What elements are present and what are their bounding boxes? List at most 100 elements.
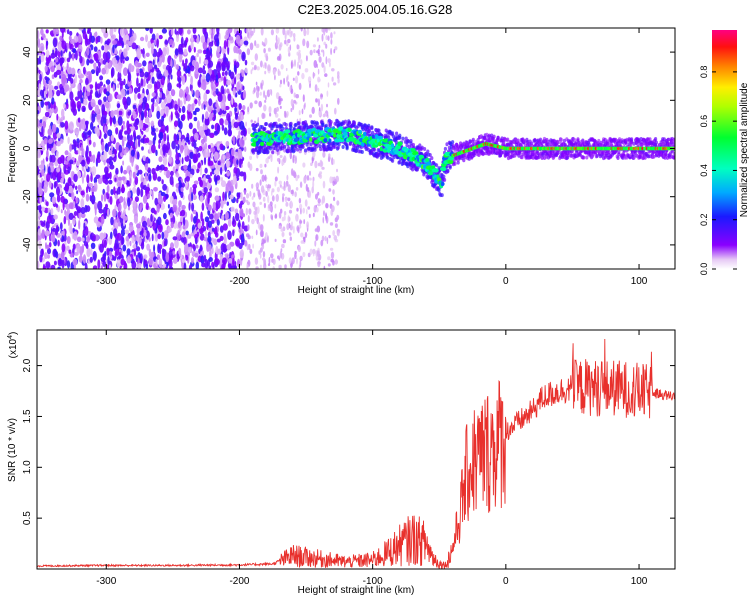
heatmap-noise-cell (140, 138, 145, 143)
heatmap-noise-cell (187, 72, 192, 77)
heatmap-noise-cell (136, 262, 142, 269)
heatmap-faint-cell (325, 43, 328, 49)
heatmap-noise-cell (105, 79, 111, 85)
heatmap-noise-cell (190, 41, 194, 50)
heatmap-noise-cell (143, 231, 147, 237)
heatmap-noise-cell (232, 175, 237, 185)
heatmap-noise-cell (133, 247, 137, 257)
heatmap-noise-cell (157, 176, 162, 182)
heatmap-noise-cell (68, 202, 74, 210)
heatmap-noise-cell (160, 101, 166, 110)
heatmap-noise-cell (91, 199, 95, 205)
heatmap-noise-cell (170, 89, 176, 97)
heatmap-faint-cell (325, 35, 328, 41)
heatmap-faint-cell (311, 186, 315, 194)
heatmap-noise-cell (242, 54, 245, 60)
heatmap-noise-cell (52, 123, 57, 133)
heatmap-track-halo (343, 119, 348, 124)
heatmap-noise-cell (241, 69, 245, 78)
heatmap-faint-cell (255, 81, 258, 86)
heatmap-faint-cell (287, 29, 290, 36)
heatmap-noise-cell (150, 213, 153, 222)
heatmap-noise-cell (190, 257, 195, 264)
heatmap-noise-cell (41, 229, 45, 240)
heatmap-faint-cell (297, 226, 300, 234)
heatmap-noise-cell (100, 265, 103, 269)
heatmap-noise-cell (122, 136, 127, 142)
heatmap-noise-cell (118, 196, 124, 203)
heatmap-noise-cell (89, 256, 94, 263)
heatmap-noise-cell (138, 138, 141, 148)
heatmap-noise-cell (123, 33, 126, 43)
heatmap-noise-cell (226, 88, 230, 94)
heatmap-faint-cell (260, 28, 264, 36)
heatmap-noise-cell (113, 109, 119, 115)
heatmap-noise-cell (202, 225, 207, 232)
heatmap-noise-cell (243, 171, 247, 182)
heatmap-noise-cell (82, 254, 87, 264)
heatmap-noise-cell (62, 230, 65, 237)
heatmap-noise-cell (135, 246, 141, 252)
heatmap-faint-cell (288, 52, 291, 57)
heatmap-noise-cell (235, 113, 238, 120)
heatmap-faint-cell (287, 215, 290, 223)
heatmap-noise-cell (178, 120, 183, 130)
heatmap-noise-cell (76, 244, 81, 254)
heatmap-faint-cell (262, 257, 266, 261)
heatmap-noise-cell (61, 73, 67, 84)
heatmap-noise-cell (67, 217, 71, 227)
heatmap-noise-cell (170, 74, 173, 80)
heatmap-noise-cell (157, 119, 163, 128)
heatmap-faint-cell (324, 73, 328, 77)
heatmap-noise-cell (145, 263, 149, 269)
heatmap-faint-cell (270, 155, 273, 163)
heatmap-noise-cell (136, 135, 141, 140)
heatmap-faint-cell (251, 67, 254, 71)
heatmap-noise-cell (57, 239, 60, 247)
heatmap-noise-cell (126, 127, 131, 135)
heatmap-noise-cell (80, 207, 86, 214)
heatmap-faint-cell (337, 78, 340, 84)
heatmap-track-halo (395, 131, 399, 136)
heatmap-faint-cell (317, 198, 321, 204)
heatmap-faint-cell (245, 121, 248, 127)
heatmap-noise-cell (55, 251, 59, 259)
heatmap-noise-cell (153, 210, 157, 215)
heatmap-noise-cell (141, 146, 144, 151)
heatmap-faint-cell (277, 118, 281, 122)
heatmap-track-halo (448, 164, 452, 169)
heatmap-faint-cell (328, 234, 331, 239)
heatmap-faint-cell (286, 223, 290, 231)
heatmap-track-halo (496, 135, 500, 140)
heatmap-faint-cell (262, 196, 266, 202)
heatmap-noise-cell (50, 154, 56, 163)
heatmap-faint-cell (268, 106, 272, 114)
heatmap-faint-cell (331, 76, 334, 82)
heatmap-noise-cell (140, 188, 144, 198)
heatmap-faint-cell (323, 210, 325, 217)
heatmap-noise-cell (226, 38, 229, 48)
heatmap-faint-cell (292, 77, 295, 82)
heatmap-noise-cell (115, 55, 120, 61)
heatmap-faint-cell (315, 193, 318, 200)
heatmap-noise-cell (50, 65, 55, 73)
heatmap-noise-cell (199, 166, 203, 176)
heatmap-noise-cell (74, 96, 79, 101)
heatmap-noise-cell (157, 195, 163, 205)
heatmap-faint-cell (289, 236, 292, 241)
heatmap-noise-cell (157, 243, 160, 254)
heatmap-faint-cell (304, 232, 308, 238)
heatmap-noise-cell (234, 208, 239, 214)
heatmap-noise-cell (143, 254, 148, 259)
heatmap-noise-cell (192, 194, 197, 201)
heatmap-noise-cell (242, 105, 246, 111)
heatmap-noise-cell (60, 61, 63, 67)
heatmap-faint-cell (290, 107, 293, 113)
heatmap-noise-cell (37, 205, 42, 211)
heatmap-noise-cell (191, 141, 195, 147)
heatmap-faint-cell (315, 234, 319, 241)
heatmap-track-halo (264, 122, 268, 126)
heatmap-track-halo (391, 131, 395, 136)
heatmap-noise-cell (181, 157, 184, 165)
